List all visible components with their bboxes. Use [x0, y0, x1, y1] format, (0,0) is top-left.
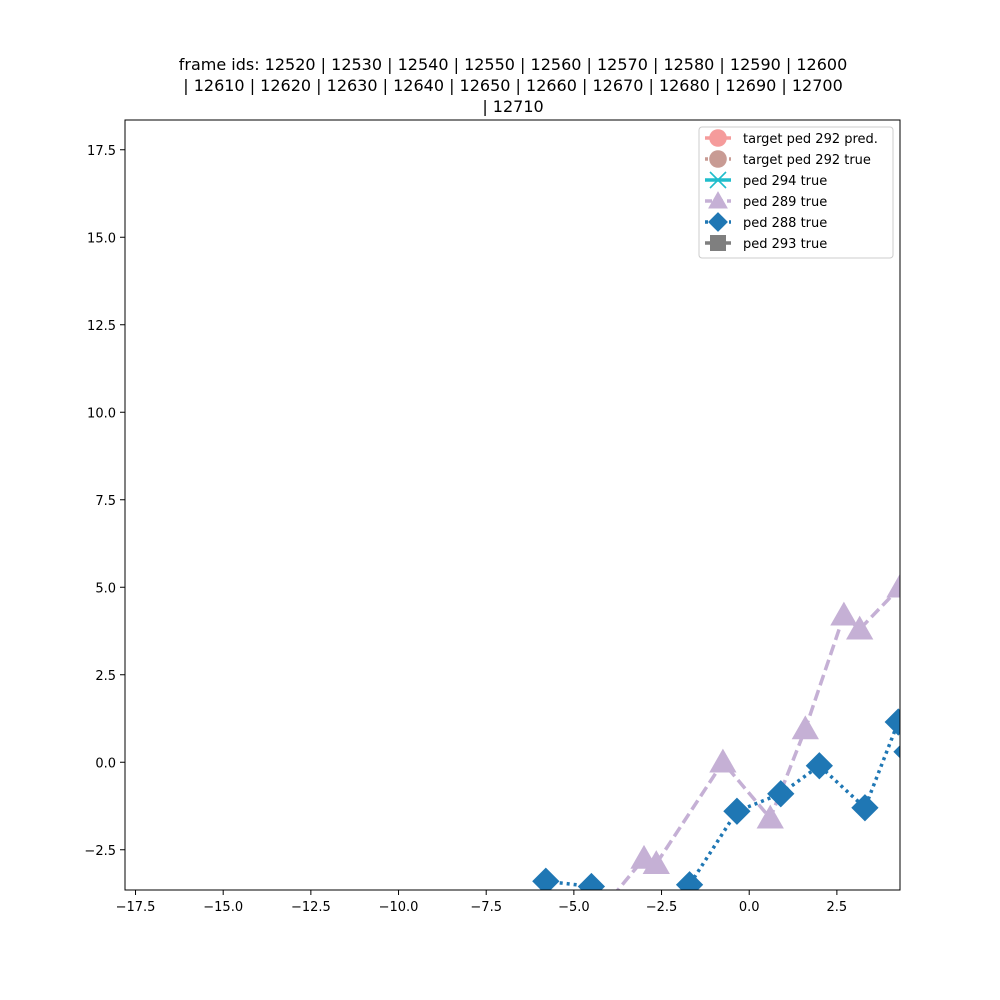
data-point-4-9: [884, 708, 900, 736]
y-tick-label: 0.0: [95, 756, 116, 771]
data-point-4-6: [767, 780, 795, 808]
legend-marker: [708, 212, 728, 232]
data-point-3-7: [846, 615, 874, 640]
series-4: [532, 708, 900, 923]
x-tick-label: 0.0: [739, 900, 760, 915]
data-point-3-8: [886, 573, 900, 598]
legend-entry-0: target ped 292 pred.: [705, 129, 878, 147]
y-tick-label: 10.0: [87, 406, 116, 421]
data-point-4-1: [577, 872, 606, 890]
legend-entry-1: target ped 292 true: [705, 150, 871, 168]
legend-label: ped 288 true: [743, 216, 827, 231]
y-tick-label: −2.5: [84, 844, 116, 859]
series-layer: [532, 573, 900, 923]
data-point-4-7: [805, 752, 833, 780]
x-tick-label: −7.5: [470, 900, 502, 915]
data-point-3-3: [709, 748, 737, 773]
x-tick-label: −17.5: [116, 900, 156, 915]
y-tick-label: 5.0: [95, 581, 116, 596]
legend-label: ped 294 true: [743, 174, 827, 189]
legend-label: target ped 292 pred.: [743, 132, 878, 147]
legend-marker: [709, 171, 727, 189]
data-point-4-2: [599, 896, 626, 923]
y-tick-label: 2.5: [95, 669, 116, 684]
data-point-4-10: [893, 745, 900, 759]
legend: target ped 292 pred. target ped 292 true p…: [698, 126, 894, 259]
x-tick-label: −2.5: [646, 900, 678, 915]
x-tick-label: 2.5: [827, 900, 848, 915]
chart-title: frame ids: 12520 | 12530 | 12540 | 12550…: [179, 55, 848, 116]
x-tick-label: −12.5: [291, 900, 331, 915]
legend-marker: [710, 235, 726, 251]
y-axis: −2.5 0.0 2.5 5.0 7.5 10.0 12.5 15.0 17.5: [84, 144, 125, 859]
legend-entry-3: ped 289 true: [705, 191, 827, 210]
legend-label: ped 289 true: [743, 195, 827, 210]
plot-area: [124, 119, 901, 891]
data-point-3-6: [830, 601, 858, 626]
x-axis: −17.5 −15.0 −12.5 −10.0 −7.5 −5.0 −2.5 0.0 2.5: [116, 890, 848, 915]
title-line-2: | 12610 | 12620 | 12630 | 12640 | 12650 …: [183, 76, 843, 95]
data-point-4-0: [532, 867, 560, 890]
title-line-3: | 12710: [482, 97, 543, 116]
x-tick-label: −5.0: [558, 900, 590, 915]
legend-entry-5: ped 293 true: [705, 235, 827, 252]
legend-entry-4: ped 288 true: [705, 212, 827, 232]
data-point-3-4: [756, 804, 784, 829]
legend-marker: [709, 150, 727, 168]
legend-label: ped 293 true: [743, 237, 827, 252]
data-point-4-4: [675, 871, 704, 890]
x-tick-label: −10.0: [379, 900, 419, 915]
data-point-4-5: [723, 797, 751, 825]
y-tick-label: 12.5: [87, 319, 116, 334]
data-point-3-0: [588, 896, 615, 920]
title-line-1: frame ids: 12520 | 12530 | 12540 | 12550…: [179, 55, 848, 74]
data-point-3-5: [791, 715, 819, 740]
legend-label: target ped 292 true: [743, 153, 871, 168]
series-3: [588, 573, 900, 920]
legend-entry-2: ped 294 true: [705, 171, 827, 189]
series-line-4: [545, 720, 900, 890]
data-point-4-8: [851, 794, 879, 822]
y-tick-label: 17.5: [87, 144, 116, 159]
legend-box: [698, 126, 894, 259]
legend-marker: [709, 129, 727, 147]
legend-marker: [708, 191, 728, 209]
x-tick-label: −15.0: [203, 900, 243, 915]
y-tick-label: 7.5: [95, 494, 116, 509]
y-tick-label: 15.0: [87, 231, 116, 246]
data-point-3-2: [642, 850, 670, 874]
